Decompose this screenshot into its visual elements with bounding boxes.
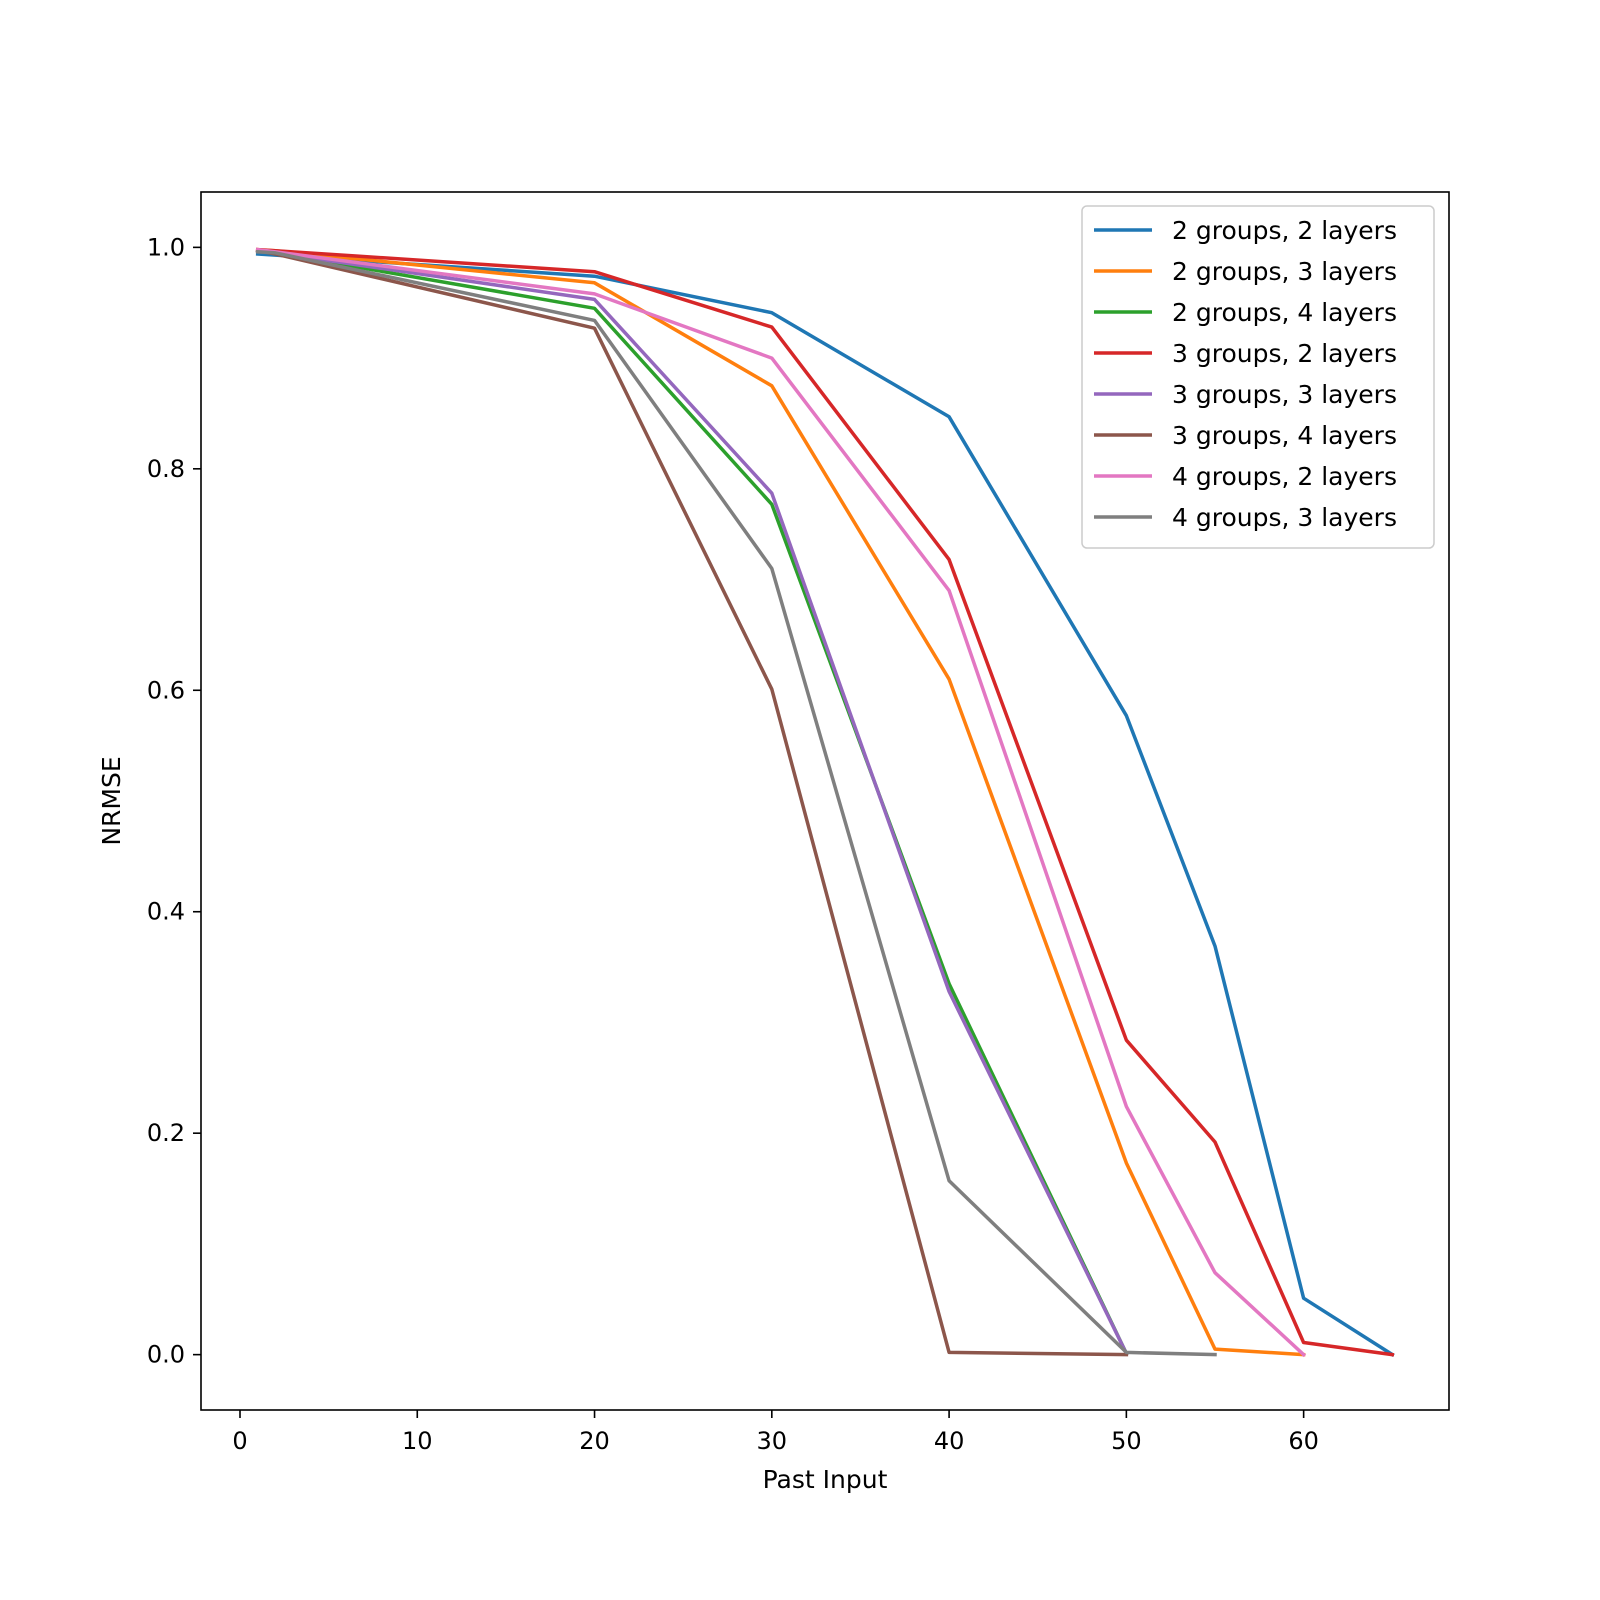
x-tick-label: 30 (757, 1427, 788, 1455)
y-axis-label: NRMSE (97, 756, 126, 845)
x-tick-label: 50 (1111, 1427, 1142, 1455)
series-line-2 (255, 247, 1306, 1357)
x-axis: 0 10 20 30 40 50 60 (232, 1410, 1319, 1455)
legend-entry-label: 2 groups, 2 layers (1172, 216, 1397, 245)
legend: 2 groups, 2 layers 2 groups, 3 layers 2 gr… (1081, 205, 1435, 549)
series-line-3 (255, 248, 1129, 1356)
x-tick-label: 40 (934, 1427, 965, 1455)
y-tick-label: 1.0 (147, 233, 185, 261)
x-tick-label: 60 (1288, 1427, 1319, 1455)
legend-entry-label: 2 groups, 4 layers (1172, 298, 1397, 327)
series-line-8 (255, 249, 1217, 1357)
y-tick-label: 0.8 (147, 455, 185, 483)
legend-entry-label: 3 groups, 4 layers (1172, 421, 1397, 450)
legend-box (1081, 205, 1435, 549)
legend-entry-label: 3 groups, 2 layers (1172, 339, 1397, 368)
legend-entry-label: 2 groups, 3 layers (1172, 257, 1397, 286)
x-tick-label: 20 (579, 1427, 610, 1455)
y-tick-label: 0.6 (147, 676, 185, 704)
y-axis: 0.0 0.2 0.4 0.6 0.8 1.0 (147, 233, 201, 1369)
series-line-7 (255, 247, 1307, 1358)
legend-entry-label: 4 groups, 2 layers (1172, 462, 1397, 491)
legend-entry-label: 3 groups, 3 layers (1172, 380, 1397, 409)
x-tick-label: 0 (232, 1427, 247, 1455)
y-tick-label: 0.2 (147, 1119, 185, 1147)
y-tick-label: 0.4 (147, 898, 185, 926)
legend-entry-label: 4 groups, 3 layers (1172, 503, 1397, 532)
plot-frame (200, 191, 1450, 1411)
series-line-4 (255, 247, 1395, 1357)
x-axis-label: Past Input (763, 1465, 888, 1494)
y-tick-label: 0.0 (147, 1341, 185, 1369)
x-tick-label: 10 (402, 1427, 433, 1455)
